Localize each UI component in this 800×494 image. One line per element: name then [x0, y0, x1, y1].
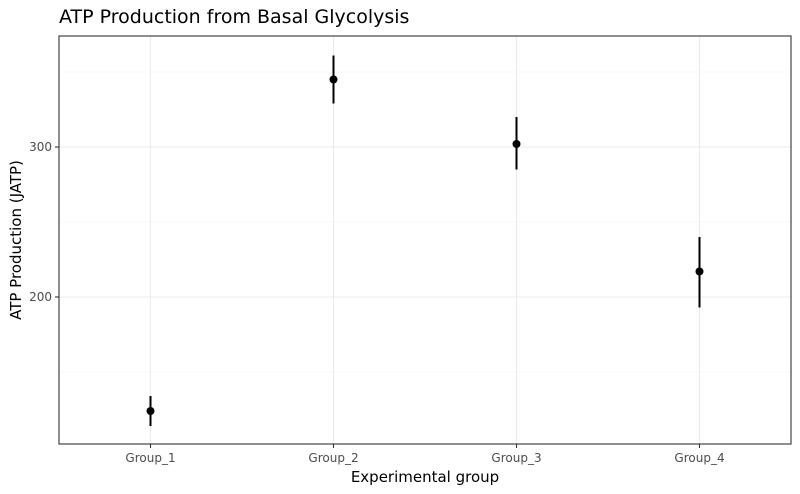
grid [59, 36, 791, 444]
axis-ticks: 200 300 Group_1 Group_2 Group_3 Group_4 [29, 140, 724, 465]
data-point-group_3 [512, 140, 521, 148]
y-tick-label: 200 [29, 290, 52, 304]
y-axis-title: ATP Production (JATP) [7, 160, 25, 320]
chart-title: ATP Production from Basal Glycolysis [59, 6, 409, 28]
data-point-group_2 [329, 75, 338, 84]
y-tick-label: 300 [29, 140, 52, 154]
x-tick-label-group_3: Group_3 [491, 451, 541, 465]
panel-border [58, 35, 792, 445]
x-tick-label-group_1: Group_1 [125, 451, 175, 465]
x-axis-title: Experimental group [351, 468, 499, 486]
x-tick-label-group_2: Group_2 [308, 451, 358, 465]
data-marks [146, 55, 704, 426]
data-point-group_1 [146, 407, 155, 415]
data-point-group_4 [695, 267, 704, 276]
x-tick-label-group_4: Group_4 [674, 451, 724, 465]
